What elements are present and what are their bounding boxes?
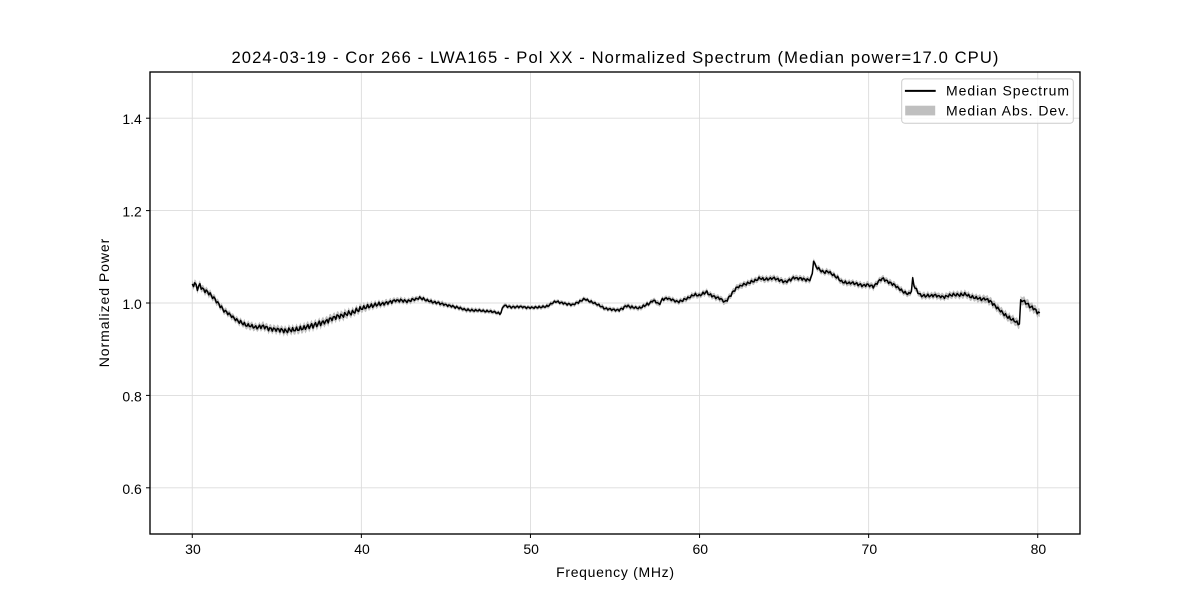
- svg-text:Median Abs. Dev.: Median Abs. Dev.: [946, 102, 1070, 118]
- svg-text:60: 60: [692, 541, 708, 557]
- svg-text:0.6: 0.6: [122, 481, 142, 497]
- svg-text:1.0: 1.0: [122, 296, 142, 312]
- svg-text:40: 40: [354, 541, 370, 557]
- svg-text:70: 70: [862, 541, 878, 557]
- svg-text:80: 80: [1031, 541, 1047, 557]
- svg-text:1.2: 1.2: [122, 204, 142, 220]
- svg-text:50: 50: [523, 541, 539, 557]
- svg-text:0.8: 0.8: [122, 388, 142, 404]
- svg-text:Frequency (MHz): Frequency (MHz): [556, 564, 675, 580]
- svg-text:2024-03-19 - Cor 266 - LWA165: 2024-03-19 - Cor 266 - LWA165 - Pol XX -…: [231, 48, 999, 67]
- svg-text:Normalized Power: Normalized Power: [96, 238, 112, 368]
- svg-text:Median Spectrum: Median Spectrum: [946, 83, 1070, 99]
- svg-text:1.4: 1.4: [122, 111, 142, 127]
- svg-text:30: 30: [185, 541, 201, 557]
